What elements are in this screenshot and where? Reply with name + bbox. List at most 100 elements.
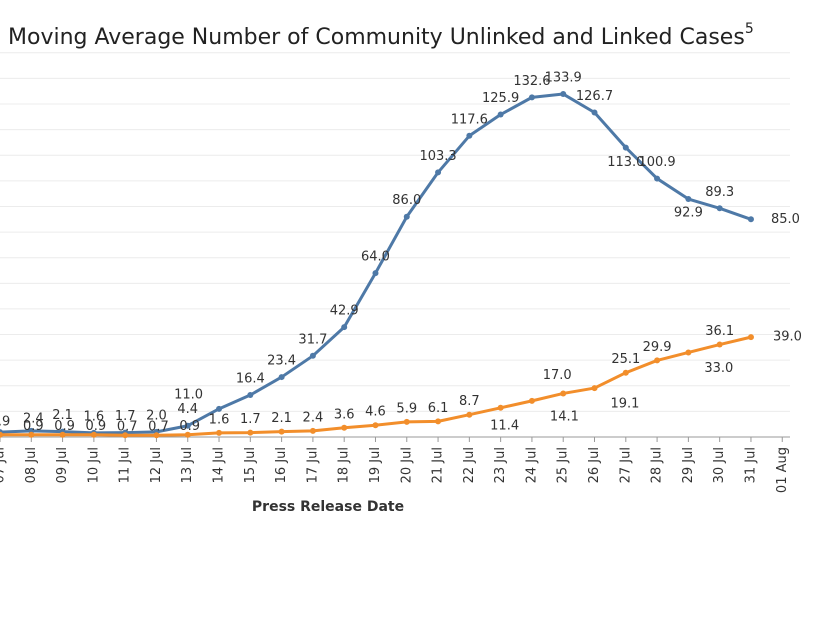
data-label: 0.7 [148,420,169,435]
data-point [591,385,598,392]
data-label: 8.7 [459,394,480,409]
data-point [528,397,535,404]
data-point [466,411,473,418]
data-point [435,169,442,176]
data-point [528,94,535,101]
data-label: 92.9 [674,206,703,221]
data-point [247,429,254,436]
x-tick-label: 16 Jul [274,447,289,483]
data-label: 11.4 [490,418,519,433]
data-point [716,341,723,348]
data-point [184,422,191,429]
data-label: 1.6 [84,409,105,424]
x-tick-label: 28 Jul [650,447,665,483]
data-label: 133.9 [545,71,582,86]
data-point [622,369,629,376]
data-point [278,374,285,381]
x-tick-label: 26 Jul [587,447,602,483]
data-label: 125.9 [482,91,519,106]
data-label: 1.7 [115,409,136,424]
data-point [716,205,723,212]
data-point [685,349,692,356]
data-label: 31.7 [298,332,327,347]
data-point [28,431,35,438]
data-point [591,109,598,116]
data-label: 25.1 [611,352,640,367]
data-point [122,432,129,439]
data-label: 0.9 [86,419,107,434]
data-label: 0.9 [54,419,75,434]
x-tick-label: 14 Jul [212,447,227,483]
x-tick-label: 20 Jul [399,447,414,483]
data-point [372,422,379,429]
title-text: Moving Average Number of Community Unlin… [8,25,745,50]
data-label: 103.3 [419,149,456,164]
data-point [216,405,223,412]
data-label: 2.1 [52,408,73,423]
data-label: 117.6 [451,112,488,127]
chart-title: Moving Average Number of Community Unlin… [8,21,754,50]
data-label: 85.0 [771,212,800,227]
data-label: 113.0 [607,155,644,170]
data-label: 33.0 [704,361,733,376]
data-label: 0.7 [117,420,138,435]
data-point [403,418,410,425]
data-point [372,270,379,277]
data-point [247,391,254,398]
data-label: 5.9 [396,401,417,416]
x-tick-label: 21 Jul [431,447,446,483]
data-label: 1.9 [0,415,10,430]
data-point [435,418,442,425]
data-point [278,428,285,435]
data-label: 4.6 [365,405,386,420]
data-point [497,111,504,118]
x-axis-label: Press Release Date [252,499,404,515]
data-point [341,324,348,331]
data-point [0,431,3,438]
data-label: 4.4 [177,402,198,417]
x-tick-label: 10 Jul [86,447,101,483]
data-point [560,91,567,98]
x-tick-label: 01 Aug [775,447,790,493]
x-tick-label: 22 Jul [462,447,477,483]
data-label: 19.1 [611,397,640,412]
data-point [59,431,66,438]
data-label: 2.0 [146,408,167,423]
x-tick-label: 07 Jul [0,447,8,483]
x-tick-label: 11 Jul [118,447,133,483]
x-tick-label: 13 Jul [180,447,195,483]
data-label: 23.4 [267,354,296,369]
data-label: 6.1 [428,401,449,416]
x-tick-label: 29 Jul [681,447,696,483]
x-tick-label: 27 Jul [618,447,633,483]
data-label: 0.9 [179,419,200,434]
data-label: 132.6 [513,74,550,89]
data-label: 89.3 [705,185,734,200]
data-label: 14.1 [550,409,579,424]
data-point [153,432,160,439]
data-label: 126.7 [576,89,613,104]
data-point [341,424,348,431]
data-point [497,404,504,411]
data-label: 39.0 [773,330,802,345]
data-point [747,334,754,341]
data-point [654,357,661,364]
x-tick-label: 24 Jul [524,447,539,483]
data-point [309,427,316,434]
x-tick-label: 17 Jul [305,447,320,483]
data-label: 3.6 [334,407,355,422]
data-label: 0.9 [23,419,44,434]
data-label: 86.0 [392,193,421,208]
data-label: 100.9 [638,155,675,170]
data-point [747,216,754,223]
x-tick-label: 18 Jul [337,447,352,483]
x-tick-label: 31 Jul [743,447,758,483]
data-label: 64.0 [361,250,390,265]
data-label: 1.7 [240,412,261,427]
title-superscript: 5 [745,21,754,37]
data-point [90,431,97,438]
data-label: 36.1 [705,324,734,339]
x-tick-label: 30 Jul [712,447,727,483]
data-point [466,132,473,139]
